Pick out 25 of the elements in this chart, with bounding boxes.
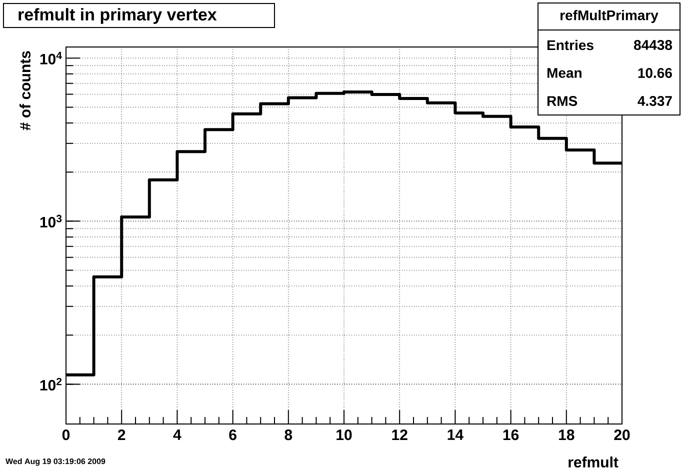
x-tick-label: 20 [614,430,630,440]
annotation: RMS [547,96,578,106]
y-tick-label: 10$^{4}$ [40,52,62,64]
text: Wed Aug 19 03:19:06 2009 [6,458,106,466]
x-tick-label: 18 [559,430,574,440]
text: 4.337 [638,96,672,106]
y-tick-label: 10$^{3}$ [40,214,62,228]
x-tick-label: 8 [284,430,292,440]
x-tick-label: 0 [62,430,70,440]
x-tick-label: 2 [118,430,126,440]
text: 84438 [634,40,672,50]
x-axis-title: refmult [568,456,618,468]
x-tick-label: 16 [503,430,519,440]
annotation: Mean [547,68,582,78]
y-axis-title: # of counts [19,51,31,130]
x-tick-label: 14 [448,430,464,440]
text: refMultPrimary [560,10,658,24]
x-tick-label: 10 [336,430,352,440]
y-tick-label: 10$^{2}$ [40,378,62,391]
chart-title: refmult in primary vertex [18,8,217,24]
annotation: Entries [547,40,594,50]
x-tick-label: 6 [229,430,236,440]
x-tick-label: 12 [392,430,408,440]
text: 10.66 [638,68,672,78]
x-tick-label: 4 [173,430,182,440]
